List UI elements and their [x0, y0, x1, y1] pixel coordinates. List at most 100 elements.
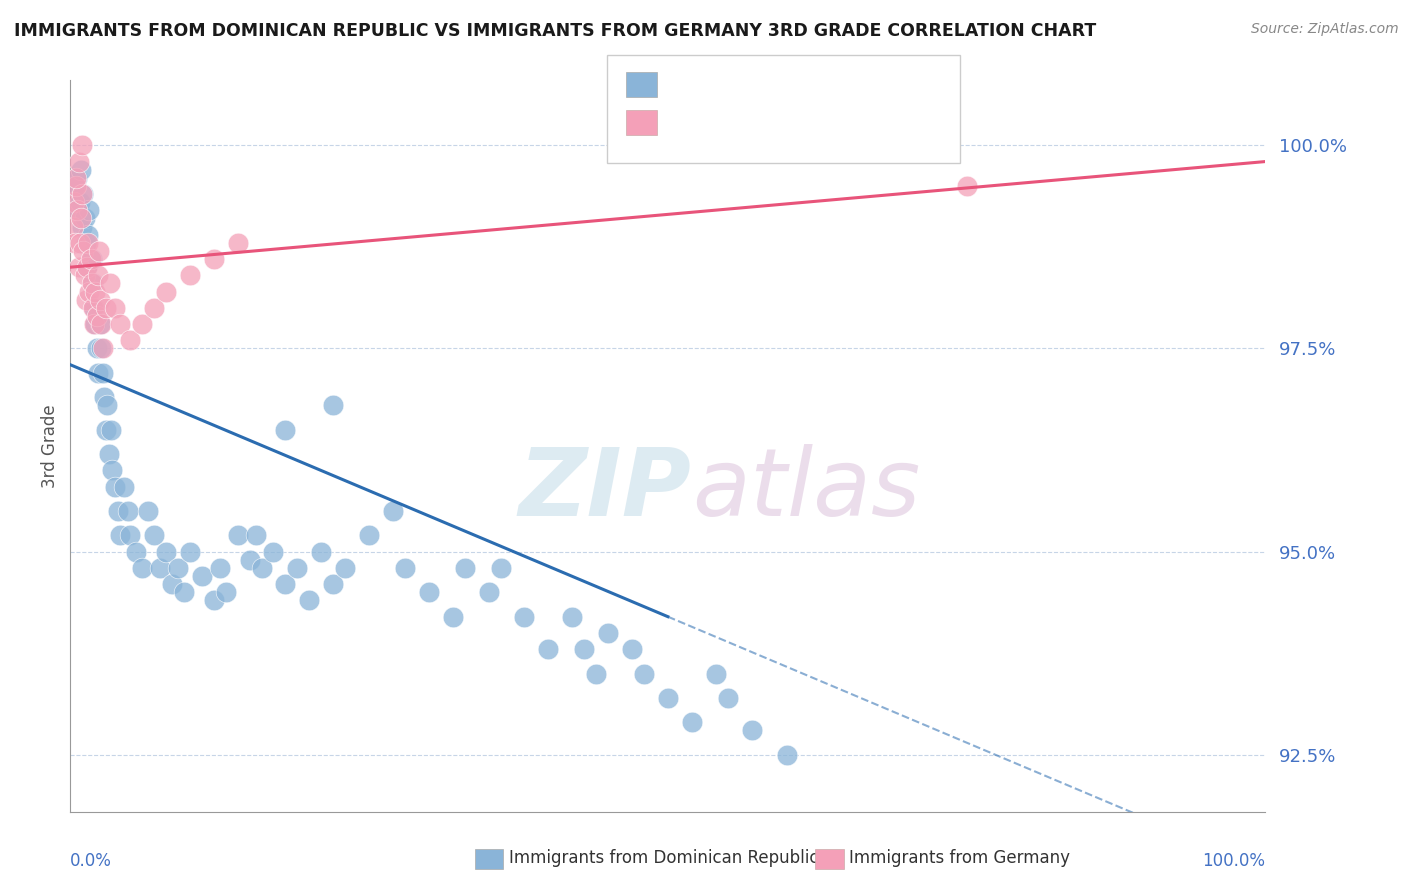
Point — [96, 398, 118, 412]
Point — [120, 334, 141, 348]
Point — [86, 342, 108, 356]
Point — [214, 585, 236, 599]
Point — [621, 642, 644, 657]
Point — [101, 463, 124, 477]
Point — [574, 642, 596, 657]
Point — [322, 398, 344, 412]
Point — [131, 561, 153, 575]
Point — [63, 195, 86, 210]
Point — [75, 235, 97, 250]
Point — [274, 423, 297, 437]
Point — [80, 252, 103, 266]
Point — [110, 317, 132, 331]
Point — [63, 178, 86, 193]
Point — [103, 480, 125, 494]
Point — [202, 252, 225, 266]
Point — [91, 342, 114, 356]
Text: Source: ZipAtlas.com: Source: ZipAtlas.com — [1251, 22, 1399, 37]
Point — [65, 170, 87, 185]
Point — [66, 203, 89, 218]
Point — [72, 187, 94, 202]
Point — [63, 235, 86, 250]
Point — [89, 293, 111, 307]
Point — [72, 244, 94, 258]
Point — [322, 577, 344, 591]
Point — [79, 285, 101, 299]
Point — [704, 666, 727, 681]
Point — [298, 593, 321, 607]
Point — [65, 178, 87, 193]
Point — [226, 235, 249, 250]
Text: 100.0%: 100.0% — [1202, 852, 1265, 870]
Point — [70, 162, 93, 177]
Point — [155, 544, 177, 558]
Point — [90, 342, 112, 356]
Text: 0.0%: 0.0% — [70, 852, 112, 870]
Point — [75, 293, 97, 307]
Point — [83, 301, 105, 315]
Point — [67, 154, 90, 169]
Point — [87, 268, 110, 283]
Point — [561, 609, 583, 624]
Point — [418, 585, 440, 599]
Point — [89, 317, 111, 331]
Point — [96, 423, 118, 437]
Point — [956, 178, 979, 193]
Point — [239, 553, 262, 567]
Point — [143, 528, 166, 542]
Point — [776, 747, 799, 762]
Point — [245, 528, 267, 542]
Point — [202, 593, 225, 607]
Point — [394, 561, 416, 575]
Text: ZIP: ZIP — [519, 444, 692, 536]
Point — [77, 235, 100, 250]
Point — [69, 195, 91, 210]
Text: Immigrants from Germany: Immigrants from Germany — [849, 849, 1070, 867]
Point — [97, 447, 120, 461]
Point — [359, 528, 381, 542]
Point — [103, 301, 125, 315]
Text: IMMIGRANTS FROM DOMINICAN REPUBLIC VS IMMIGRANTS FROM GERMANY 3RD GRADE CORRELAT: IMMIGRANTS FROM DOMINICAN REPUBLIC VS IM… — [14, 22, 1097, 40]
Point — [681, 715, 703, 730]
Point — [478, 585, 501, 599]
Point — [149, 561, 172, 575]
Point — [76, 260, 98, 275]
Point — [489, 561, 512, 575]
Point — [107, 504, 129, 518]
Text: R =  0.503  N = 41: R = 0.503 N = 41 — [668, 113, 863, 131]
Point — [155, 285, 177, 299]
Point — [585, 666, 607, 681]
Point — [62, 219, 84, 234]
Text: Immigrants from Dominican Republic: Immigrants from Dominican Republic — [509, 849, 818, 867]
Point — [173, 585, 195, 599]
Text: atlas: atlas — [692, 444, 920, 535]
Point — [513, 609, 536, 624]
Point — [717, 690, 740, 705]
Point — [73, 211, 96, 226]
Point — [160, 577, 183, 591]
Point — [382, 504, 405, 518]
Point — [125, 544, 148, 558]
Point — [96, 301, 118, 315]
Point — [82, 301, 104, 315]
Point — [311, 544, 333, 558]
Point — [77, 227, 100, 242]
Point — [93, 390, 115, 404]
Point — [79, 203, 101, 218]
Point — [120, 528, 141, 542]
Point — [250, 561, 273, 575]
Point — [657, 690, 679, 705]
Point — [66, 170, 89, 185]
Point — [100, 423, 122, 437]
Point — [84, 317, 107, 331]
Point — [179, 268, 201, 283]
Point — [87, 244, 110, 258]
Point — [70, 211, 93, 226]
Point — [287, 561, 309, 575]
Point — [179, 544, 201, 558]
Point — [633, 666, 655, 681]
Point — [191, 569, 214, 583]
Point — [73, 268, 96, 283]
Point — [117, 504, 139, 518]
Point — [70, 138, 93, 153]
